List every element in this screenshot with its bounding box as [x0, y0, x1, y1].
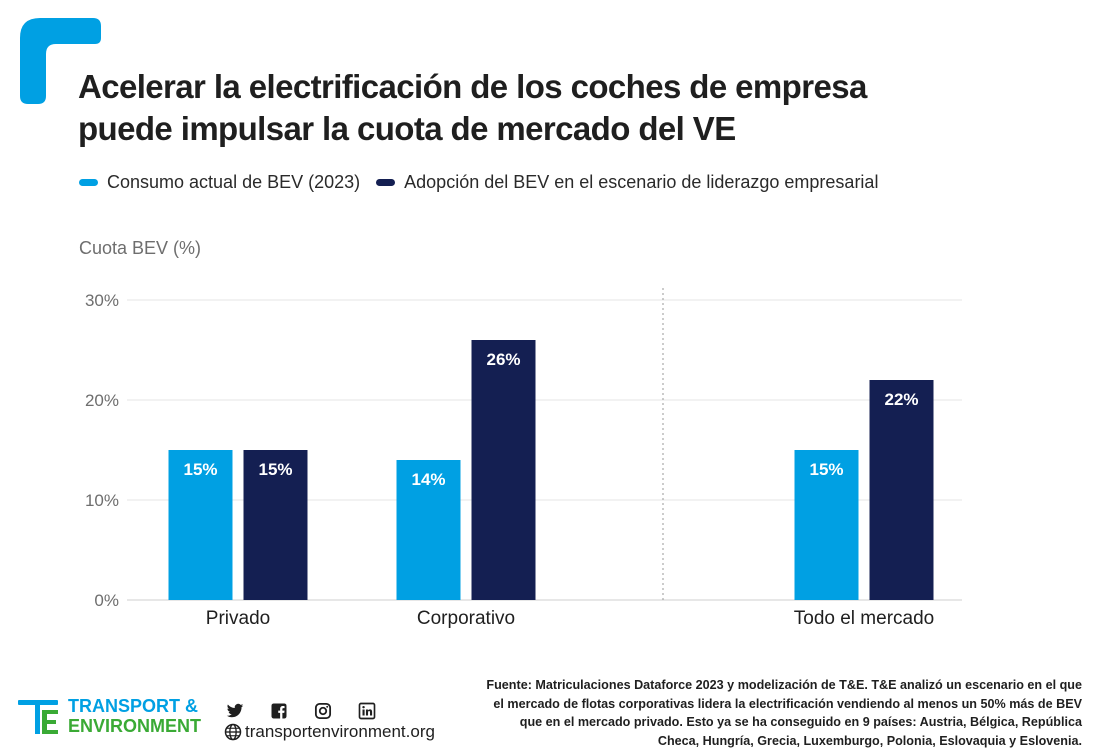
legend-item-series-2: Adopción del BEV en el escenario de lide… — [376, 172, 878, 193]
legend-swatch-series-2 — [376, 178, 396, 186]
chart-legend: Consumo actual de BEV (2023) Adopción de… — [79, 170, 894, 194]
bar — [243, 450, 308, 600]
legend-label-series-2: Adopción del BEV en el escenario de lide… — [404, 171, 879, 192]
website-url: transportenvironment.org — [245, 722, 435, 741]
data-label: 26% — [486, 350, 520, 369]
source-line: el mercado de flotas corporativas lidera… — [493, 696, 1082, 711]
x-tick-label: Privado — [206, 608, 270, 629]
bar — [471, 340, 536, 600]
source-note: Fuente: Matriculaciones Dataforce 2023 y… — [462, 676, 1082, 750]
logo-line-2: ENVIRONMENT — [68, 716, 202, 736]
source-line: Fuente: Matriculaciones Dataforce 2023 y… — [486, 678, 1082, 692]
source-line: Checa, Hungría, Grecia, Luxemburgo, Polo… — [657, 733, 1082, 748]
logo-text: TRANSPORT & ENVIRONMENT — [68, 696, 201, 736]
legend-label-series-1: Consumo actual de BEV (2023) — [107, 171, 361, 192]
bar — [168, 450, 233, 600]
bar — [794, 450, 859, 600]
globe-icon — [224, 723, 242, 741]
legend-swatch-series-1 — [79, 178, 98, 186]
y-tick-label: 20% — [85, 391, 119, 410]
page-title: Acelerar la electrificación de los coche… — [78, 66, 1078, 150]
bar-chart: 0% 10% 20% 30% 15% 15% Privado 14% 26% Corporativ… — [85, 288, 962, 629]
data-label: 15% — [258, 460, 292, 479]
data-label: 22% — [884, 390, 918, 409]
y-tick-label: 10% — [85, 491, 119, 510]
website-link[interactable]: transportenvironment.org — [224, 722, 435, 742]
legend-item-series-1: Consumo actual de BEV (2023) — [79, 172, 360, 193]
data-label: 14% — [411, 470, 445, 489]
x-tick-label: Corporativo — [417, 608, 515, 629]
linkedin-icon[interactable] — [358, 702, 376, 720]
facebook-icon[interactable] — [270, 702, 288, 720]
y-tick-label: 30% — [85, 291, 119, 310]
instagram-icon[interactable] — [314, 702, 332, 720]
title-line-1: Acelerar la electrificación de los coche… — [78, 68, 867, 105]
bar — [396, 460, 461, 600]
source-line: que en el mercado privado. Esto ya se ha… — [519, 715, 1082, 729]
y-tick-label: 0% — [94, 591, 119, 610]
x-tick-label: Todo el mercado — [794, 608, 934, 629]
logo-line-1: TRANSPORT & — [68, 696, 198, 716]
title-line-2: puede impulsar la cuota de mercado del V… — [78, 110, 736, 147]
corner-bracket-logo — [20, 18, 101, 104]
brand-logo: TRANSPORT & ENVIRONMENT — [18, 696, 201, 736]
bar — [869, 380, 934, 600]
social-links — [226, 702, 402, 720]
data-label: 15% — [809, 460, 843, 479]
te-logo-icon — [18, 700, 58, 734]
data-label: 15% — [183, 460, 217, 479]
y-axis-label: Cuota BEV (%) — [79, 238, 202, 258]
twitter-icon[interactable] — [226, 702, 244, 720]
